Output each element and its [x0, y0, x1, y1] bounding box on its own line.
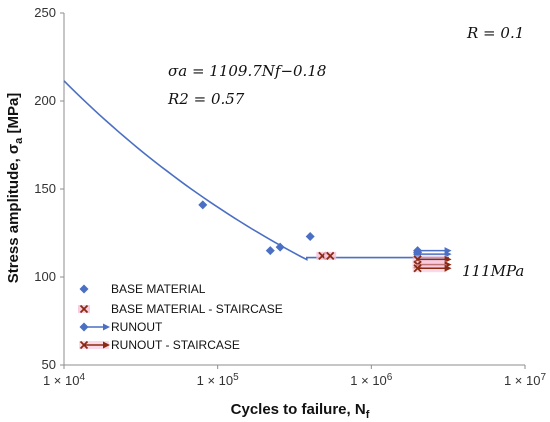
x-tick-label: 1 × 104: [43, 372, 86, 388]
runout-staircase-point: [413, 264, 422, 273]
x-tick-label: 1 × 105: [197, 372, 240, 388]
fit-curve: [63, 80, 449, 261]
legend-marker-runout-arrow-head: [103, 323, 110, 331]
base-material-point: [265, 246, 275, 256]
axes: [60, 12, 526, 369]
staircase-point: [326, 251, 335, 261]
r-squared: R2 = 0.57: [167, 90, 245, 108]
base-material-point: [198, 200, 208, 210]
base-material-point: [305, 232, 315, 242]
legend-label: RUNOUT: [111, 320, 163, 334]
y-tick-label: 200: [34, 93, 56, 108]
y-axis-title: Stress amplitude, σa [MPa]: [5, 93, 25, 284]
x-tick-label: 1 × 107: [504, 372, 547, 388]
legend-label: BASE MATERIAL - STAIRCASE: [111, 302, 283, 316]
tick-labels: 50 100 150 200 250 1 × 104 1 × 105 1 × 106 1 × 1…: [34, 5, 546, 388]
legend-marker-staircase: [79, 304, 89, 314]
base-material-point: [275, 242, 285, 252]
endurance-limit-label: 111MPa: [462, 262, 524, 280]
data-marks: [198, 200, 452, 273]
y-tick-label: 100: [34, 269, 56, 284]
ratio-annotation: R = 0.1: [466, 24, 524, 42]
y-tick-label: 150: [34, 181, 56, 196]
legend-marker-runout-staircase-arrow-head: [103, 341, 110, 349]
x-tick-label: 1 × 106: [350, 372, 393, 388]
x-axis-title: Cycles to failure, Nf: [231, 401, 370, 421]
legend-label: BASE MATERIAL: [111, 282, 206, 296]
y-tick-label: 250: [34, 5, 56, 20]
legend: BASE MATERIAL BASE MATERIAL - STAIRCASE RU…: [78, 282, 283, 352]
legend-label: RUNOUT - STAIRCASE: [111, 338, 240, 352]
y-tick-label: 50: [42, 357, 56, 372]
legend-marker-base-material: [79, 284, 89, 294]
fit-curve-group: [63, 80, 449, 261]
runout-staircase-arrow-head: [444, 264, 452, 272]
fit-equation: σa = 1109.7Nf−0.18: [168, 62, 326, 80]
